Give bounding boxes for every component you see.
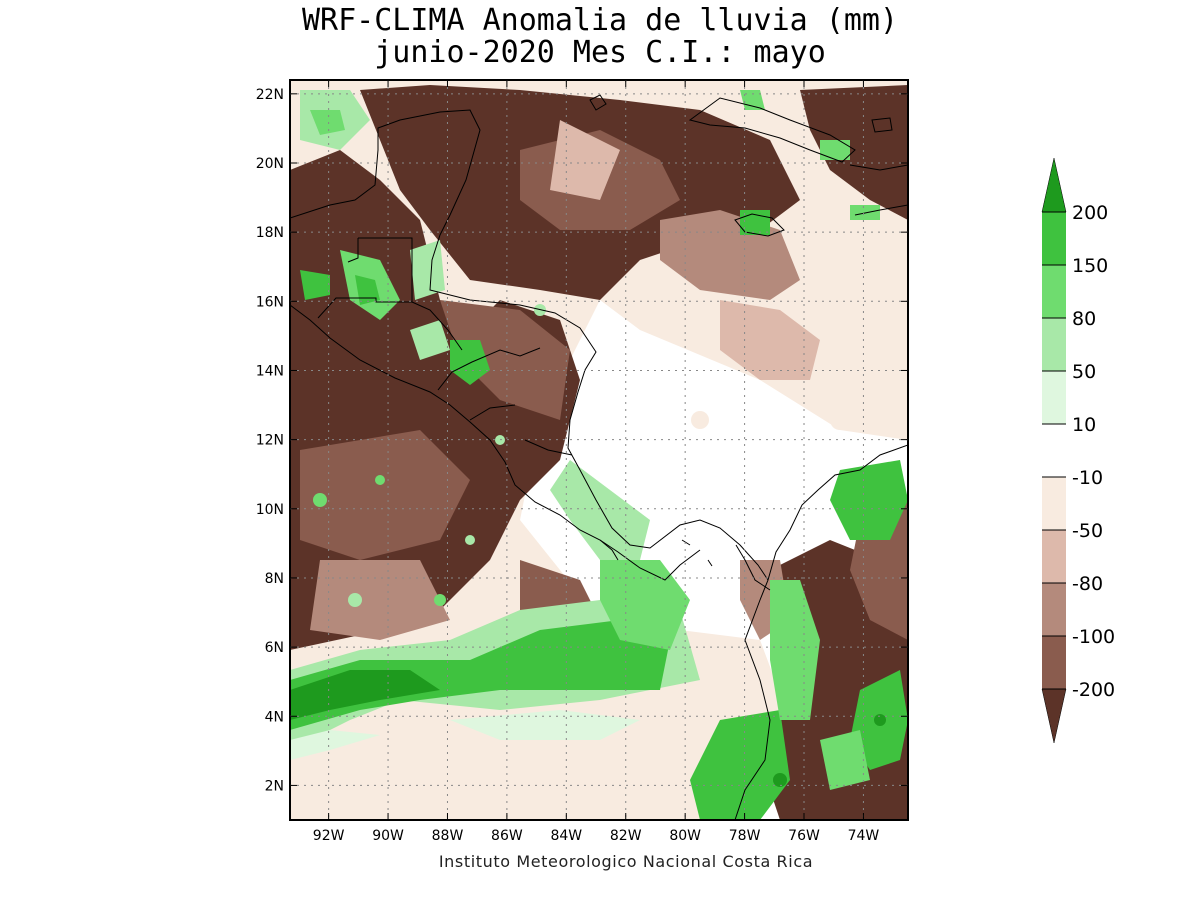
- colorbar-segment: [1042, 265, 1066, 318]
- colorbar-label: 10: [1072, 414, 1096, 436]
- lon-label: 74W: [848, 828, 880, 844]
- lon-label: 80W: [669, 828, 701, 844]
- lat-label: 10N: [256, 502, 284, 518]
- lat-label: 4N: [265, 709, 284, 725]
- colorbar-segment: [1042, 477, 1066, 530]
- colorbar-legend: 200 150 80 50 10 -10 -50 -80 -100 -200: [1041, 157, 1115, 744]
- footer-credit: Instituto Meteorologico Nacional Costa R…: [438, 852, 814, 871]
- colorbar-label: 50: [1072, 361, 1096, 383]
- lon-label: 84W: [550, 828, 582, 844]
- lon-label: 78W: [729, 828, 761, 844]
- lat-label: 22N: [256, 87, 284, 103]
- lat-label: 20N: [256, 156, 284, 172]
- colorbar-segment: [1042, 636, 1066, 689]
- colorbar-label: 200: [1072, 202, 1108, 224]
- map-title: WRF-CLIMA Anomalia de lluvia (mm): [301, 3, 899, 38]
- lon-label: 82W: [610, 828, 642, 844]
- colorbar-label: -100: [1072, 626, 1115, 648]
- colorbar-label: 150: [1072, 255, 1108, 277]
- lat-label: 12N: [256, 433, 284, 449]
- lon-label: 88W: [432, 828, 464, 844]
- axis-ticks: 2N 4N 6N 8N 10N 12N 14N 16N 18N 20N 22N 92W 90W 88W 86…: [256, 80, 908, 844]
- graticule: [290, 80, 908, 820]
- colorbar-label: -10: [1072, 467, 1103, 489]
- coastlines: [290, 94, 908, 820]
- plot-frame: [289, 79, 909, 821]
- colorbar-label: 80: [1072, 308, 1096, 330]
- colorbar-segment: [1042, 424, 1066, 477]
- lat-label: 18N: [256, 225, 284, 241]
- colorbar-segment: [1042, 530, 1066, 583]
- lon-label: 86W: [491, 828, 523, 844]
- lat-label: 8N: [265, 571, 284, 587]
- colorbar-label: -200: [1072, 679, 1115, 701]
- colorbar-bottom-arrow: [1041, 688, 1067, 744]
- colorbar-segment: [1042, 371, 1066, 424]
- lon-label: 92W: [313, 828, 345, 844]
- colorbar-label: -50: [1072, 520, 1103, 542]
- colorbar-segment: [1042, 583, 1066, 636]
- lat-label: 14N: [256, 363, 284, 379]
- lon-label: 76W: [788, 828, 820, 844]
- lon-label: 90W: [372, 828, 404, 844]
- lat-label: 2N: [265, 778, 284, 794]
- anomaly-field: [290, 80, 908, 820]
- colorbar-segment: [1042, 318, 1066, 371]
- lat-label: 16N: [256, 294, 284, 310]
- lat-label: 6N: [265, 640, 284, 656]
- colorbar-top-arrow: [1041, 157, 1067, 213]
- map-subtitle: junio-2020 Mes C.I.: mayo: [374, 35, 826, 70]
- colorbar-segment: [1042, 212, 1066, 265]
- country-borders: [317, 237, 771, 591]
- colorbar-label: -80: [1072, 573, 1103, 595]
